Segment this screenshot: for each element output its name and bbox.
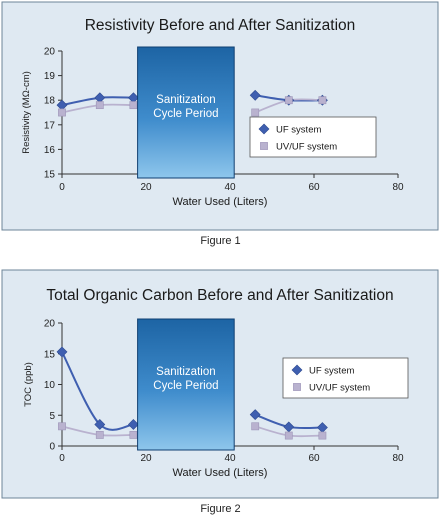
y-tick-label: 0	[49, 442, 55, 453]
y-tick-label: 15	[44, 170, 56, 181]
sanitization-cycle-box	[137, 46, 235, 179]
x-tick-label: 40	[224, 182, 236, 193]
chart-1: Resistivity Before and After Sanitizatio…	[1, 1, 439, 231]
diamond-icon	[258, 123, 270, 135]
uvuf-data-point	[284, 96, 293, 105]
x-tick-label: 20	[140, 453, 152, 464]
y-tick-label: 15	[44, 349, 56, 360]
legend-box	[249, 116, 377, 158]
square-icon	[293, 383, 301, 391]
x-tick-label: 0	[59, 453, 65, 464]
legend-label-uvuf: UV/UF system	[276, 142, 337, 153]
figure-2-caption: Figure 2	[200, 503, 241, 515]
legend-label-uvuf: UV/UF system	[309, 383, 370, 394]
y-tick-label: 18	[44, 96, 56, 107]
sanitization-cycle-label: Cycle Period	[153, 108, 218, 120]
uvuf-data-point	[318, 431, 327, 440]
uf-data-point	[56, 346, 68, 358]
x-tick-label: 80	[392, 182, 404, 193]
uf-data-point	[249, 89, 261, 101]
uf-data-point	[127, 419, 139, 430]
x-axis-label: Water Used (Liters)	[173, 196, 268, 208]
uvuf-data-point	[284, 431, 293, 440]
chart-2: Total Organic Carbon Before and After Sa…	[1, 269, 439, 499]
y-tick-label: 16	[44, 145, 56, 156]
chart-legend: UF system UV/UF system	[249, 116, 377, 158]
y-tick-label: 10	[44, 380, 56, 391]
uvuf-data-point	[251, 108, 260, 117]
x-axis-label: Water Used (Liters)	[173, 467, 268, 479]
x-tick-label: 0	[59, 182, 65, 193]
sanitization-cycle-label: Sanitization	[156, 366, 215, 378]
figure-1-caption: Figure 1	[200, 235, 241, 247]
y-tick-label: 20	[44, 47, 56, 58]
uvuf-data-point	[318, 96, 327, 105]
legend-label-uf: UF system	[309, 366, 354, 377]
legend-box	[282, 357, 409, 399]
x-tick-label: 60	[308, 182, 320, 193]
chart-legend: UF system UV/UF system	[282, 357, 409, 399]
chart-title: Total Organic Carbon Before and After Sa…	[46, 287, 393, 304]
sanitization-cycle-label: Sanitization	[156, 94, 215, 106]
uvuf-data-point	[95, 431, 104, 439]
x-tick-label: 40	[224, 453, 236, 464]
uvuf-data-point	[58, 108, 66, 117]
y-tick-label: 19	[44, 71, 56, 82]
y-tick-label: 20	[44, 319, 56, 330]
uvuf-data-point	[95, 101, 104, 110]
uvuf-data-point	[129, 431, 138, 439]
y-axis-label: Resistivity (MΩ-cm)	[21, 71, 32, 154]
x-tick-label: 20	[140, 182, 152, 193]
y-axis-label: TOC (ppb)	[23, 362, 34, 407]
y-tick-label: 17	[44, 120, 56, 131]
uvuf-data-point	[251, 422, 260, 431]
diamond-icon	[291, 364, 303, 376]
square-icon	[260, 142, 268, 150]
sanitization-cycle-box	[137, 318, 235, 451]
sanitization-cycle-label: Cycle Period	[153, 380, 218, 392]
chart-title: Resistivity Before and After Sanitizatio…	[85, 17, 356, 34]
y-tick-label: 5	[49, 411, 55, 422]
uf-data-point	[249, 409, 261, 421]
legend-label-uf: UF system	[276, 125, 321, 136]
uf-data-point	[94, 419, 106, 430]
uvuf-data-point	[58, 422, 66, 431]
x-tick-label: 80	[392, 453, 404, 464]
uvuf-data-point	[129, 101, 138, 110]
x-tick-label: 60	[308, 453, 320, 464]
